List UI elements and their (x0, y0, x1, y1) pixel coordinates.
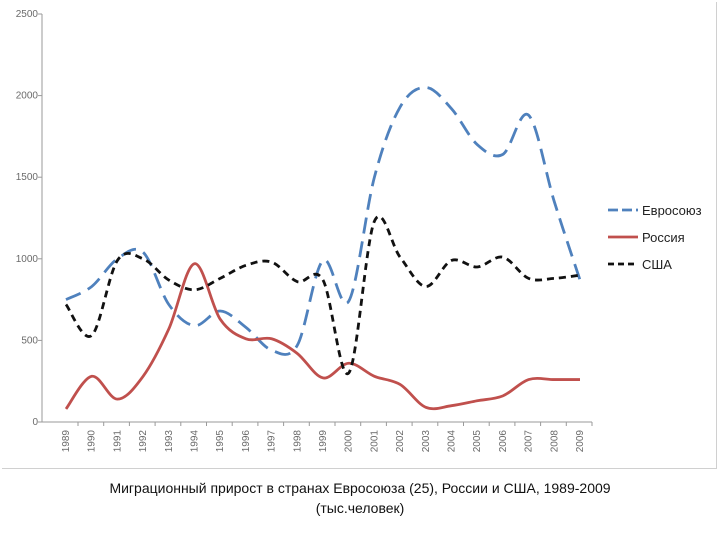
y-tick-label: 1000 (16, 254, 39, 265)
x-tick-label: 2001 (369, 430, 380, 453)
x-tick-label: 1989 (61, 430, 72, 453)
x-tick-label: 2004 (447, 430, 458, 453)
line-chart: 0 500 1000 1500 2000 2500 1989 1990 1991 1992 1993… (16, 9, 702, 453)
x-tick-label: 1994 (190, 430, 201, 453)
x-tick-label: 1998 (292, 430, 303, 453)
x-tick-label: 2003 (421, 430, 432, 453)
caption-line-1: Миграционный прирост в странах Евросоюза… (109, 480, 611, 496)
legend-label-russia: Россия (642, 230, 685, 245)
y-tick-label: 500 (21, 335, 38, 346)
caption-line-2: (тыс.человек) (315, 500, 405, 516)
x-tick-label: 1996 (241, 430, 252, 453)
y-tick-label: 2000 (16, 91, 39, 102)
x-tick-label: 1997 (267, 430, 278, 453)
x-tick-label: 1993 (164, 430, 175, 453)
chart-caption: Миграционный прирост в странах Евросоюза… (0, 478, 720, 518)
y-tick-label: 1500 (16, 172, 39, 183)
series-line-usa (64, 215, 581, 375)
x-tick-label: 2006 (498, 430, 509, 453)
x-tick-label: 2005 (472, 430, 483, 453)
x-tick-label: 2008 (549, 430, 560, 453)
x-tick-label: 2002 (395, 430, 406, 453)
x-tick-label: 1991 (112, 430, 123, 453)
x-tick-label: 2000 (344, 430, 355, 453)
x-tick-label: 1992 (138, 430, 149, 453)
series-line-eu (65, 86, 582, 356)
x-tick-label: 1995 (215, 430, 226, 453)
legend-label-eu: Евросоюз (642, 203, 702, 218)
y-tick-label: 2500 (16, 9, 39, 20)
x-tick-label: 2009 (575, 430, 586, 453)
series-line-russia (64, 262, 580, 411)
x-tick-label: 2007 (524, 430, 535, 453)
y-tick-label: 0 (32, 417, 38, 428)
chart-frame: 0 500 1000 1500 2000 2500 1989 1990 1991 1992 1993… (2, 2, 717, 469)
x-tick-label: 1990 (87, 430, 98, 453)
x-tick-label: 1999 (318, 430, 329, 453)
legend-label-usa: США (642, 257, 672, 272)
